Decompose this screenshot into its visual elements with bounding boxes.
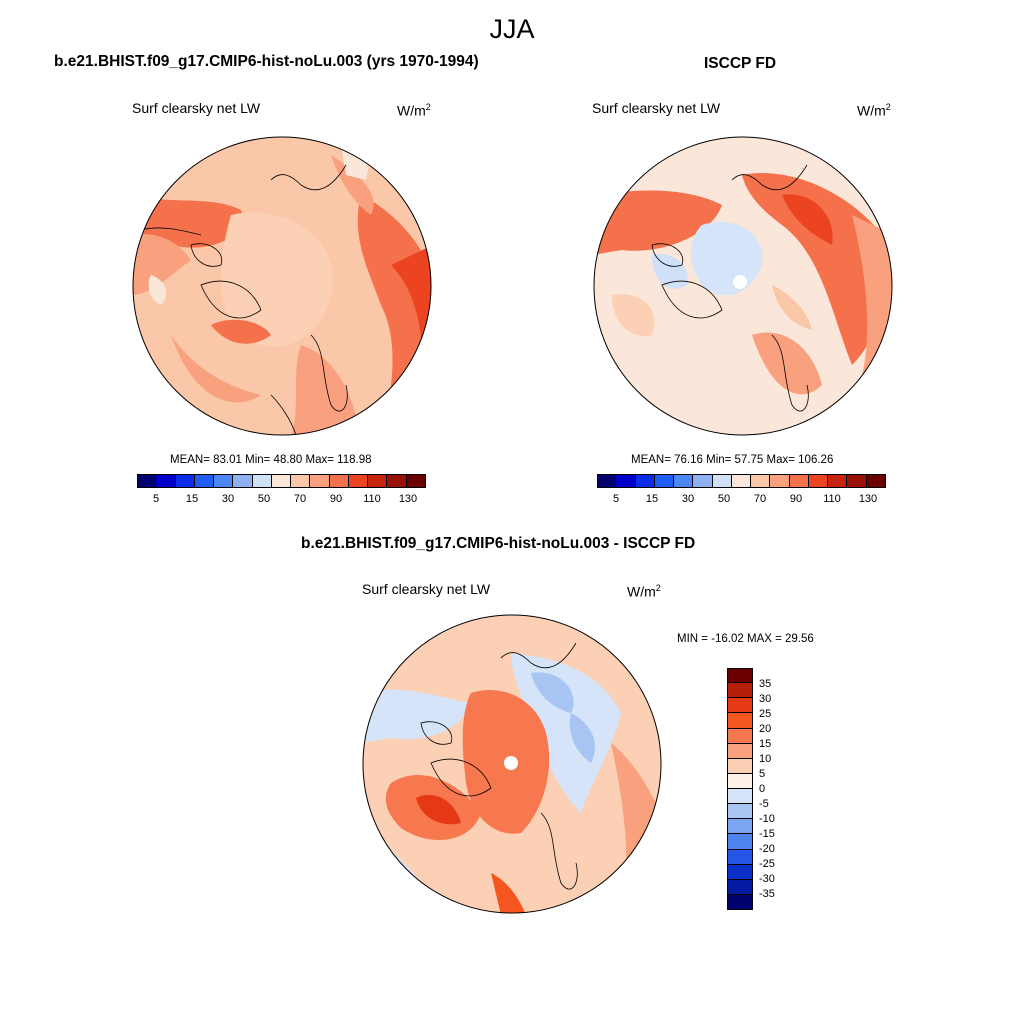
diff-stats: MIN = -16.02 MAX = 29.56 bbox=[677, 633, 814, 645]
model-colorbar-swatch bbox=[291, 474, 311, 488]
model-colorbar-swatch bbox=[214, 474, 234, 488]
obs-tick: 110 bbox=[823, 493, 841, 505]
diff-colorbar-swatch bbox=[727, 728, 753, 744]
diff-colorbar-swatch bbox=[727, 879, 753, 895]
diff-variable-label: Surf clearsky net LW bbox=[362, 581, 491, 597]
model-colorbar-swatch bbox=[271, 474, 292, 488]
model-tick: 130 bbox=[398, 493, 418, 505]
obs-colorbar-swatch bbox=[635, 474, 655, 488]
model-colorbar-swatch bbox=[348, 474, 369, 488]
obs-colorbar bbox=[597, 474, 886, 488]
obs-colorbar-swatch bbox=[712, 474, 732, 488]
diff-tick: 25 bbox=[759, 708, 772, 720]
diff-tick: -10 bbox=[759, 813, 775, 825]
model-colorbar-swatch bbox=[156, 474, 176, 488]
diff-colorbar-swatch bbox=[727, 849, 753, 865]
model-polar-map bbox=[132, 136, 432, 436]
obs-tick: 130 bbox=[858, 493, 878, 505]
obs-stats: MEAN= 76.16 Min= 57.75 Max= 106.26 bbox=[631, 454, 834, 466]
obs-colorbar-swatch bbox=[808, 474, 829, 488]
obs-colorbar-swatch bbox=[654, 474, 675, 488]
diff-tick: -30 bbox=[759, 873, 775, 885]
diff-tick: -15 bbox=[759, 828, 775, 840]
diff-colorbar-swatch bbox=[727, 864, 753, 880]
model-colorbar-swatch bbox=[368, 474, 388, 488]
diff-tick: 30 bbox=[759, 693, 772, 705]
diff-colorbar-swatch bbox=[727, 834, 753, 850]
obs-tick: 5 bbox=[612, 493, 620, 505]
diff-tick: 35 bbox=[759, 678, 772, 690]
diff-tick: 15 bbox=[759, 738, 772, 750]
obs-tick: 70 bbox=[753, 493, 767, 505]
diff-colorbar-swatch bbox=[727, 773, 753, 789]
diff-colorbar-swatch bbox=[727, 683, 753, 699]
model-colorbar-swatch bbox=[175, 474, 195, 488]
obs-polar-map bbox=[593, 136, 893, 436]
obs-panel-title: ISCCP FD bbox=[704, 55, 777, 72]
model-colorbar-swatch bbox=[387, 474, 407, 488]
model-colorbar-ticks: 5 15 30 50 70 90 110 130 bbox=[137, 493, 426, 507]
obs-colorbar-swatch bbox=[770, 474, 790, 488]
model-colorbar-swatch bbox=[194, 474, 215, 488]
diff-polar-map bbox=[362, 614, 662, 914]
obs-tick: 15 bbox=[645, 493, 659, 505]
obs-colorbar-swatch bbox=[789, 474, 809, 488]
obs-tick: 90 bbox=[789, 493, 803, 505]
obs-tick: 50 bbox=[717, 493, 731, 505]
diff-tick: -5 bbox=[759, 798, 769, 810]
model-colorbar-swatch bbox=[310, 474, 330, 488]
diff-colorbar bbox=[727, 668, 753, 910]
diff-colorbar-swatch bbox=[727, 789, 753, 805]
model-tick: 90 bbox=[329, 493, 343, 505]
diff-tick: 10 bbox=[759, 753, 772, 765]
model-colorbar-swatch bbox=[252, 474, 272, 488]
obs-colorbar-swatch bbox=[597, 474, 617, 488]
obs-variable-label: Surf clearsky net LW bbox=[592, 100, 721, 116]
obs-colorbar-swatch bbox=[731, 474, 752, 488]
diff-tick: -20 bbox=[759, 843, 775, 855]
diff-units-label: W/m2 bbox=[627, 583, 661, 600]
obs-colorbar-swatch bbox=[674, 474, 694, 488]
diff-colorbar-swatch bbox=[727, 698, 753, 714]
diff-tick: -35 bbox=[759, 888, 775, 900]
diff-colorbar-swatch bbox=[727, 713, 753, 729]
model-tick: 5 bbox=[152, 493, 160, 505]
obs-colorbar-swatch bbox=[693, 474, 713, 488]
diff-colorbar-swatch bbox=[727, 743, 753, 759]
diff-panel-title: b.e21.BHIST.f09_g17.CMIP6-hist-noLu.003 … bbox=[301, 535, 696, 552]
model-stats: MEAN= 83.01 Min= 48.80 Max= 118.98 bbox=[170, 454, 372, 466]
obs-colorbar-swatch bbox=[616, 474, 636, 488]
diff-tick: 0 bbox=[759, 783, 766, 795]
obs-colorbar-swatch bbox=[847, 474, 867, 488]
model-tick: 15 bbox=[185, 493, 199, 505]
model-colorbar bbox=[137, 474, 426, 488]
diff-colorbar-swatch bbox=[727, 819, 753, 835]
obs-colorbar-swatch bbox=[751, 474, 771, 488]
diff-colorbar-swatch bbox=[727, 758, 753, 774]
model-variable-label: Surf clearsky net LW bbox=[132, 100, 261, 116]
diff-tick: 20 bbox=[759, 723, 772, 735]
obs-colorbar-swatch bbox=[828, 474, 848, 488]
diff-tick: 5 bbox=[759, 768, 766, 780]
model-panel-title: b.e21.BHIST.f09_g17.CMIP6-hist-noLu.003 … bbox=[54, 53, 479, 70]
model-colorbar-swatch bbox=[233, 474, 253, 488]
model-tick: 70 bbox=[293, 493, 307, 505]
obs-units-label: W/m2 bbox=[857, 102, 891, 119]
obs-tick: 30 bbox=[681, 493, 695, 505]
model-tick: 30 bbox=[221, 493, 235, 505]
model-units-label: W/m2 bbox=[397, 102, 431, 119]
diff-tick: -25 bbox=[759, 858, 775, 870]
diff-colorbar-swatch bbox=[727, 804, 753, 820]
diff-colorbar-swatch bbox=[727, 668, 753, 684]
model-colorbar-swatch bbox=[329, 474, 349, 488]
diff-colorbar-ticks: 35 30 25 20 15 10 5 0 -5 -10 -15 -20 -25… bbox=[759, 672, 799, 912]
figure-title: JJA bbox=[489, 14, 535, 44]
model-colorbar-swatch bbox=[137, 474, 157, 488]
obs-colorbar-ticks: 5 15 30 50 70 90 110 130 bbox=[597, 493, 886, 507]
model-tick: 110 bbox=[363, 493, 381, 505]
model-tick: 50 bbox=[257, 493, 271, 505]
